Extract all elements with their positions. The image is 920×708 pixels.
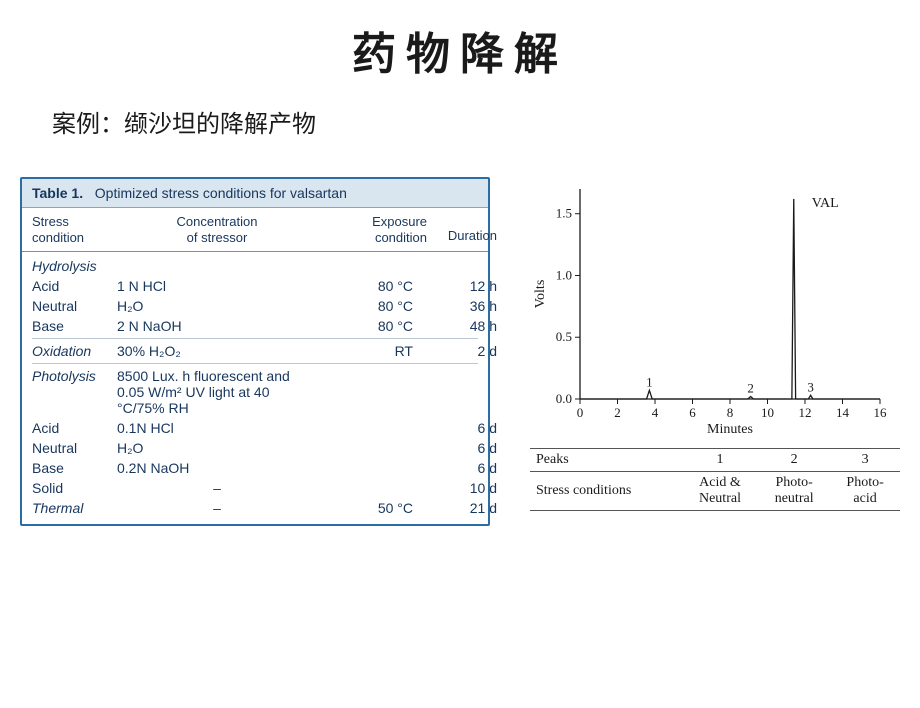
th-conc-a: Concentration <box>177 214 258 229</box>
th-conc-b: of stressor <box>187 230 248 245</box>
svg-text:1.5: 1.5 <box>556 206 572 221</box>
cell: – <box>117 500 317 516</box>
svg-text:4: 4 <box>652 405 659 420</box>
mt-h4: 3 <box>830 449 900 472</box>
mt-h1: Peaks <box>530 449 682 472</box>
section-hydrolysis: Hydrolysis <box>22 252 488 276</box>
row-solid: Solid – 10 d <box>22 478 488 498</box>
table1-header: Stresscondition Concentrationof stressor… <box>22 208 488 252</box>
cell: 80 °C <box>317 318 427 334</box>
th-exp-a: Exposure <box>372 214 427 229</box>
table1-caption: Table 1. Optimized stress conditions for… <box>22 179 488 208</box>
cell: 2 d <box>427 343 497 359</box>
peaks-table: Peaks 1 2 3 Stress conditions Acid &Neut… <box>530 448 900 511</box>
svg-text:0.5: 0.5 <box>556 329 572 344</box>
cell: 80 °C <box>317 298 427 314</box>
cell: Thermal <box>32 500 117 516</box>
th-stress-b: condition <box>32 230 84 245</box>
th-stress-a: Stress <box>32 214 69 229</box>
th-exp-b: condition <box>375 230 427 245</box>
cell: 50 °C <box>317 500 427 516</box>
cell: Neutral <box>32 440 117 456</box>
row-neutral1: Neutral H₂O 80 °C 36 h <box>22 296 488 316</box>
svg-text:12: 12 <box>799 405 812 420</box>
row-oxidation: Oxidation 30% H₂O₂ RT 2 d <box>22 341 488 361</box>
svg-text:0: 0 <box>577 405 584 420</box>
svg-text:14: 14 <box>836 405 850 420</box>
mt-r4: Photo-acid <box>830 472 900 511</box>
cell: Oxidation <box>32 343 117 359</box>
content-row: Table 1. Optimized stress conditions for… <box>0 177 920 526</box>
table1-caption-text: Optimized stress conditions for valsarta… <box>95 185 347 201</box>
cell <box>317 460 427 476</box>
cell: Base <box>32 460 117 476</box>
cell: Acid <box>32 278 117 294</box>
cell: Solid <box>32 480 117 496</box>
cell: 6 d <box>427 460 497 476</box>
svg-text:Minutes: Minutes <box>707 422 753 437</box>
svg-text:10: 10 <box>761 405 774 420</box>
cell: 2 N NaOH <box>117 318 317 334</box>
svg-text:6: 6 <box>689 405 696 420</box>
cell: 6 d <box>427 440 497 456</box>
mt-r3: Photo-neutral <box>758 472 830 511</box>
cell: 10 d <box>427 480 497 496</box>
mt-h3: 2 <box>758 449 830 472</box>
svg-text:2: 2 <box>614 405 621 420</box>
svg-text:VAL: VAL <box>812 196 839 211</box>
svg-text:16: 16 <box>874 405 888 420</box>
table1: Table 1. Optimized stress conditions for… <box>20 177 490 526</box>
svg-text:0.0: 0.0 <box>556 391 572 406</box>
svg-text:1: 1 <box>646 374 653 389</box>
chromatogram-chart: 0.00.51.01.50246810121416MinutesVoltsVAL… <box>530 177 900 437</box>
cell: 30% H₂O₂ <box>117 343 317 359</box>
cell: H₂O <box>117 298 317 314</box>
row-photolysis: Photolysis 8500 Lux. h fluorescent and 0… <box>22 366 488 418</box>
cell: 0.1N HCl <box>117 420 317 436</box>
cell: Photolysis <box>32 368 117 416</box>
cell: 0.2N NaOH <box>117 460 317 476</box>
cell <box>317 420 427 436</box>
mt-r2: Acid &Neutral <box>682 472 758 511</box>
mt-h2: 1 <box>682 449 758 472</box>
right-column: 0.00.51.01.50246810121416MinutesVoltsVAL… <box>530 177 900 526</box>
cell: H₂O <box>117 440 317 456</box>
th-dur: Duration <box>448 228 497 243</box>
page-title: 药物降解 <box>0 18 920 82</box>
cell: 48 h <box>427 318 497 334</box>
svg-text:3: 3 <box>807 379 814 394</box>
cell: 21 d <box>427 500 497 516</box>
cell <box>317 440 427 456</box>
cell: Neutral <box>32 298 117 314</box>
cell <box>317 480 427 496</box>
row-acid1: Acid 1 N HCl 80 °C 12 h <box>22 276 488 296</box>
cell: 80 °C <box>317 278 427 294</box>
cell: 36 h <box>427 298 497 314</box>
row-base1: Base 2 N NaOH 80 °C 48 h <box>22 316 488 336</box>
cell: 6 d <box>427 420 497 436</box>
row-neutral2: Neutral H₂O 6 d <box>22 438 488 458</box>
svg-text:8: 8 <box>727 405 734 420</box>
row-thermal: Thermal – 50 °C 21 d <box>22 498 488 524</box>
svg-text:Volts: Volts <box>533 280 548 309</box>
row-acid2: Acid 0.1N HCl 6 d <box>22 418 488 438</box>
cell: Acid <box>32 420 117 436</box>
cell: 8500 Lux. h fluorescent and 0.05 W/m² UV… <box>117 368 317 416</box>
cell: – <box>117 480 317 496</box>
row-base2: Base 0.2N NaOH 6 d <box>22 458 488 478</box>
cell: 1 N HCl <box>117 278 317 294</box>
svg-text:1.0: 1.0 <box>556 267 572 282</box>
mt-r1: Stress conditions <box>530 472 682 511</box>
cell: 12 h <box>427 278 497 294</box>
cell: RT <box>317 343 427 359</box>
cell: Base <box>32 318 117 334</box>
table1-caption-strong: Table 1. <box>32 185 83 201</box>
case-subtitle: 案例：缬沙坦的降解产物 <box>52 104 920 139</box>
svg-text:2: 2 <box>747 381 754 396</box>
